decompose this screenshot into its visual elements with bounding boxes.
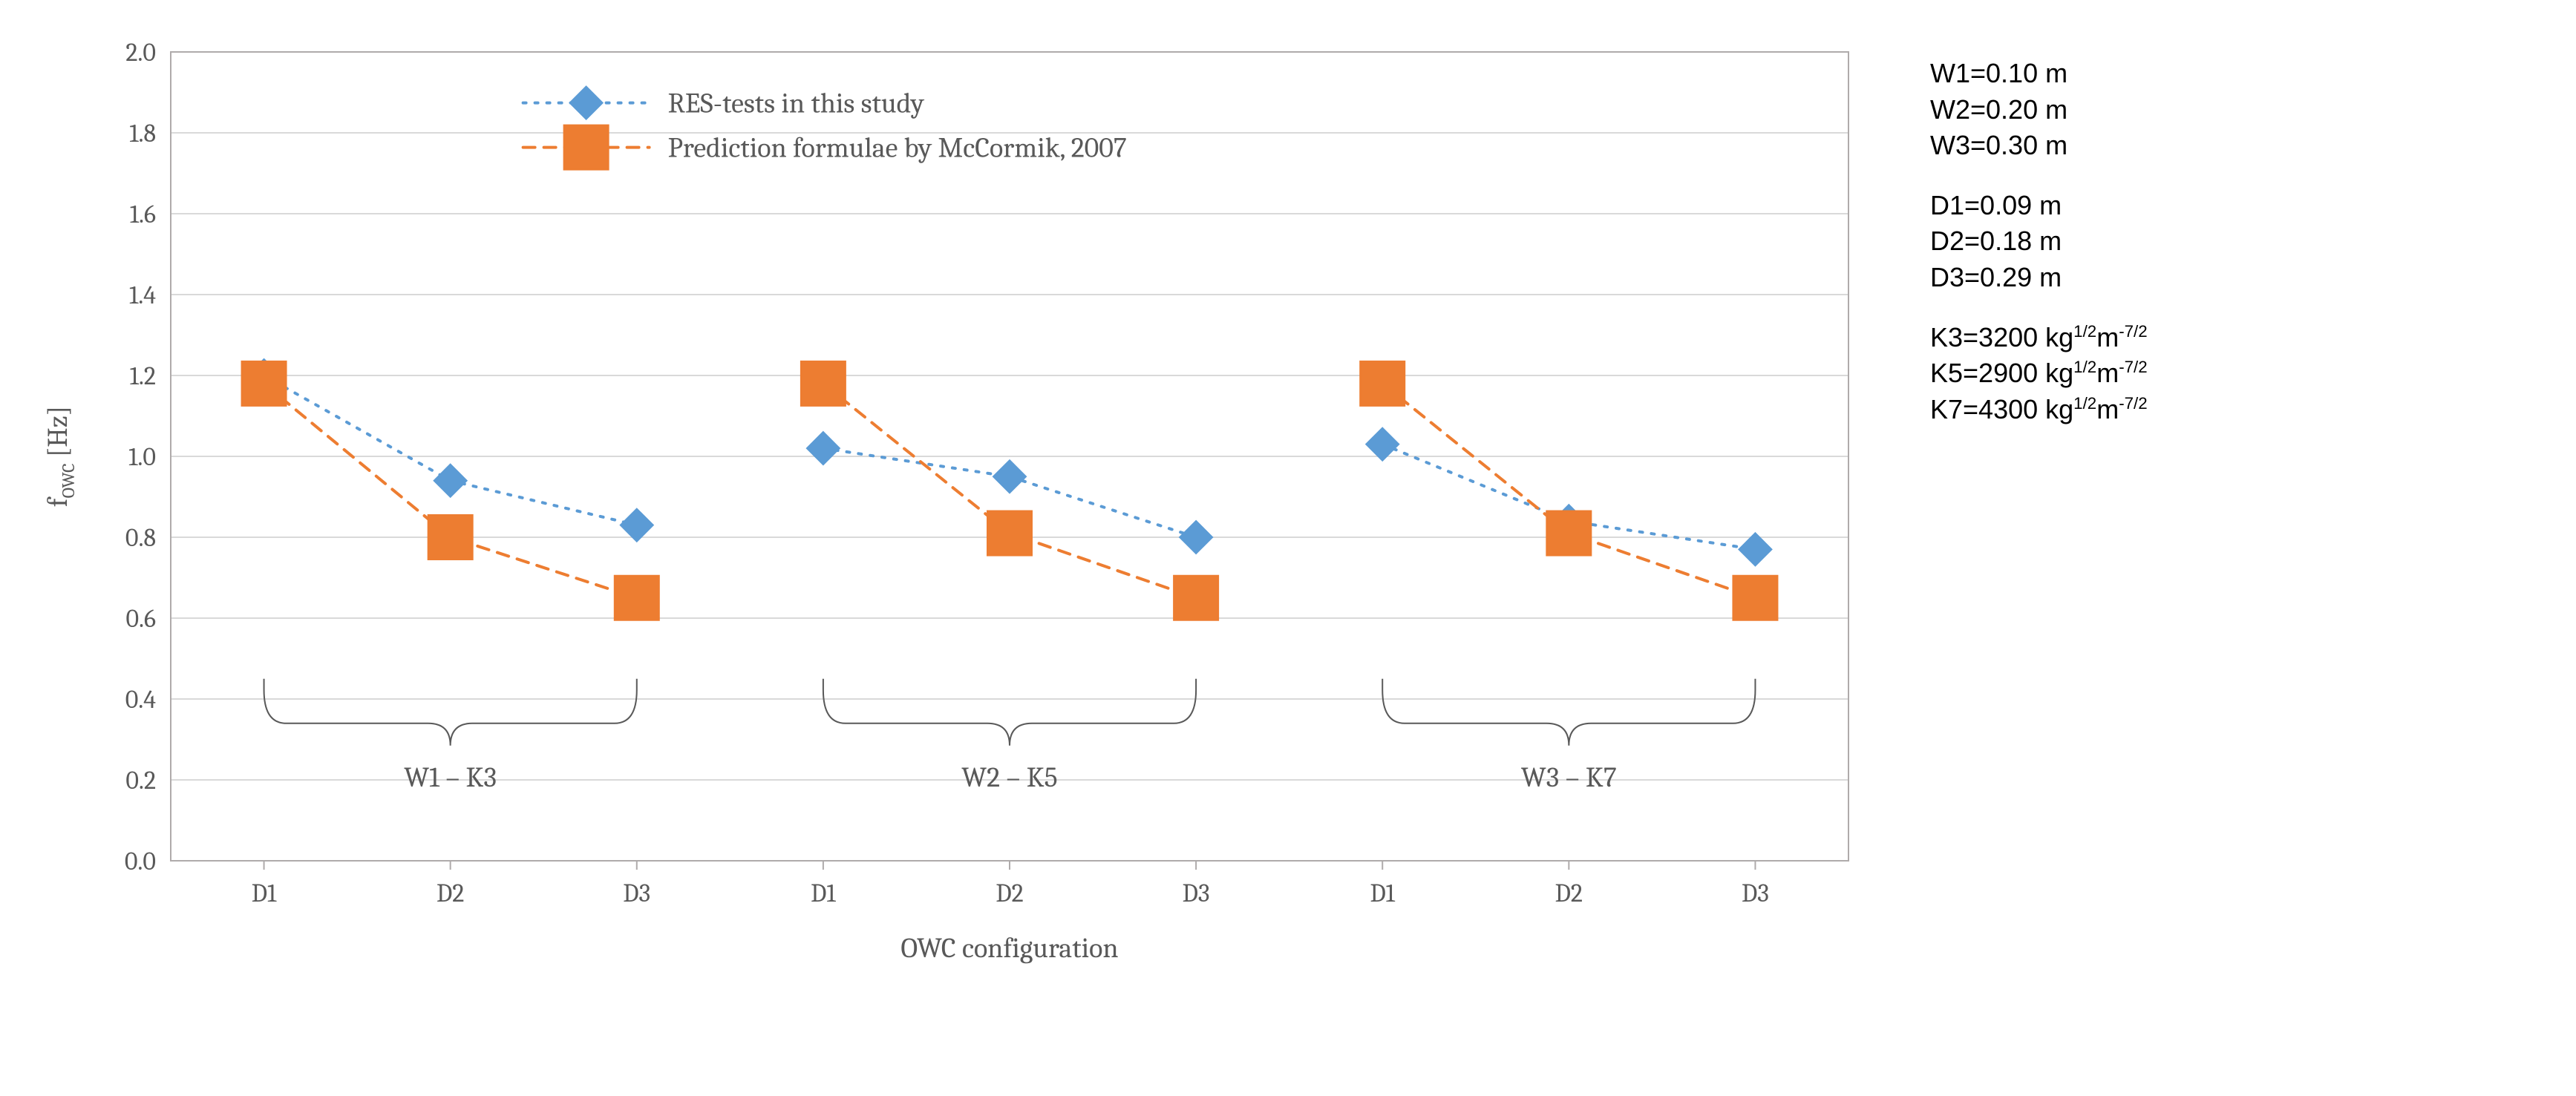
group-label: W1 – K3 — [404, 761, 497, 794]
param-row: K5=2900 kg1/2m-7/2 — [1930, 355, 2148, 392]
x-tick-label: D1 — [252, 879, 277, 908]
x-tick-label: D3 — [623, 879, 650, 908]
y-tick-label: 2.0 — [125, 38, 156, 68]
param-row: D3=0.29 m — [1930, 260, 2148, 296]
x-tick-label: D3 — [1742, 879, 1769, 908]
param-block: W1=0.10 mW2=0.20 mW3=0.30 m — [1930, 56, 2148, 164]
param-row: D2=0.18 m — [1930, 223, 2148, 260]
y-tick-label: 0.0 — [125, 847, 156, 876]
y-tick-label: 1.2 — [130, 361, 156, 391]
y-axis-title: fOWC [Hz] — [42, 406, 79, 507]
legend-entry: RES-tests in this study — [668, 88, 925, 120]
y-tick-label: 0.4 — [125, 685, 157, 715]
x-tick-label: D1 — [811, 879, 836, 908]
owc-frequency-chart: 0.0 0.2 0.4 0.6 0.8 1.0 1.2 1.4 1.6 1.8 2.0 D1 D2 D3 D… — [30, 15, 1900, 1081]
x-tick-label: D2 — [1555, 879, 1583, 908]
group-label: W2 – K5 — [961, 761, 1057, 794]
x-tick-label: D1 — [1370, 879, 1395, 908]
y-tick-label: 0.2 — [125, 766, 156, 795]
y-tick-label: 1.6 — [130, 200, 156, 229]
chart-svg: 0.0 0.2 0.4 0.6 0.8 1.0 1.2 1.4 1.6 1.8 2.0 D1 D2 D3 D… — [30, 15, 1900, 1081]
y-tick-label: 1.4 — [129, 280, 156, 310]
y-tick-label: 0.6 — [125, 604, 156, 634]
param-block: D1=0.09 mD2=0.18 mD3=0.29 m — [1930, 188, 2148, 296]
y-tick-label: 0.8 — [125, 523, 156, 553]
group-label: W3 – K7 — [1521, 761, 1617, 794]
param-row: K3=3200 kg1/2m-7/2 — [1930, 320, 2148, 356]
y-tick-label: 1.0 — [128, 442, 156, 472]
x-tick-label: D2 — [996, 879, 1023, 908]
legend-entry: Prediction formulae by McCormik, 2007 — [668, 132, 1127, 165]
x-tick-label: D3 — [1183, 879, 1210, 908]
param-row: D1=0.09 m — [1930, 188, 2148, 224]
parameter-definitions: W1=0.10 mW2=0.20 mW3=0.30 m D1=0.09 mD2=0… — [1930, 15, 2148, 447]
x-tick-label: D2 — [437, 879, 464, 908]
param-row: W1=0.10 m — [1930, 56, 2148, 92]
param-row: W2=0.20 m — [1930, 92, 2148, 128]
param-row: W3=0.30 m — [1930, 128, 2148, 164]
param-block: K3=3200 kg1/2m-7/2K5=2900 kg1/2m-7/2K7=4… — [1930, 320, 2148, 428]
x-axis-title: OWC configuration — [900, 932, 1118, 965]
param-row: K7=4300 kg1/2m-7/2 — [1930, 392, 2148, 428]
y-tick-label: 1.8 — [129, 119, 156, 148]
